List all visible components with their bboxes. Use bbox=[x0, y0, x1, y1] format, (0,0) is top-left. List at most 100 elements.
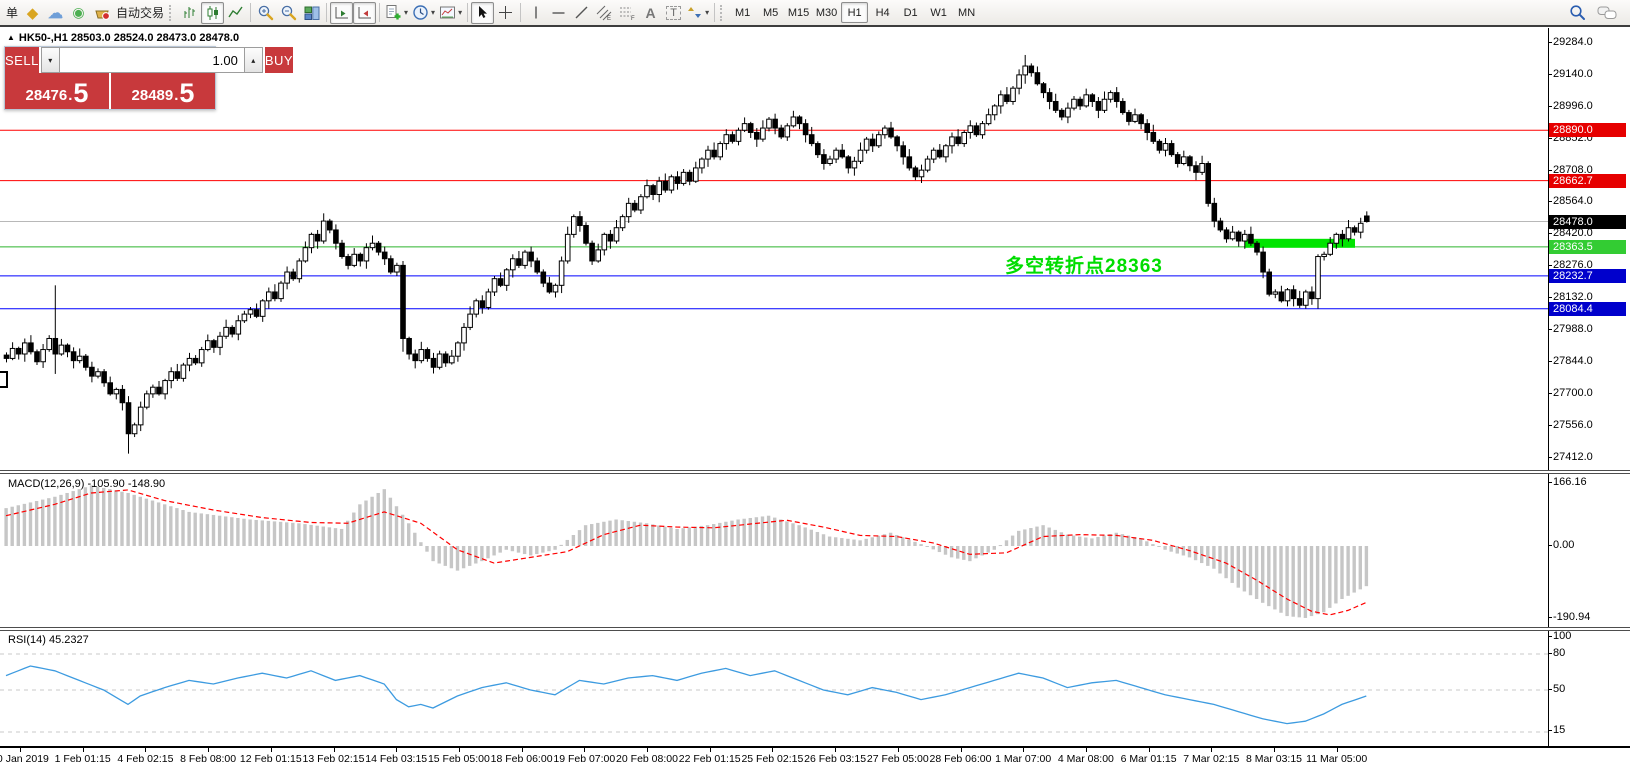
macd-axis-label: 166.16 bbox=[1548, 476, 1587, 488]
volume-increase-button[interactable]: ▴ bbox=[243, 47, 263, 73]
timeframe-group: M1 M5 M15 M30 H1 H4 D1 W1 MN bbox=[729, 2, 980, 23]
period-button[interactable]: ▾ bbox=[410, 2, 437, 24]
price-tick-label: 28564.0 bbox=[1548, 195, 1593, 208]
pane-splitter-macd[interactable] bbox=[0, 470, 1630, 474]
time-axis-label: 1 Mar 07:00 bbox=[995, 753, 1052, 765]
candlestick-mode-button[interactable] bbox=[201, 1, 225, 24]
toolbar-right-tools bbox=[1566, 2, 1627, 24]
time-axis-tick bbox=[333, 748, 335, 752]
price-tick-label: 27412.0 bbox=[1548, 450, 1593, 463]
channel-tool-button[interactable]: E bbox=[593, 2, 616, 24]
timeframe-button-d1[interactable]: D1 bbox=[903, 6, 918, 19]
vertical-line-tool-button[interactable] bbox=[524, 2, 547, 24]
volume-input[interactable] bbox=[59, 47, 244, 73]
main-toolbar: 单 ◆ ☁ ◉ 自动交易 bbox=[0, 0, 1630, 27]
fibo-sub-label: F bbox=[631, 16, 635, 21]
price-tick-label: 27844.0 bbox=[1548, 354, 1593, 367]
time-axis-label: 28 Feb 06:00 bbox=[929, 753, 992, 765]
chart-shift-button[interactable] bbox=[353, 1, 377, 24]
rsi-axis-label: 100 bbox=[1547, 630, 1572, 642]
market-watch-icon[interactable]: ☁ bbox=[48, 4, 64, 22]
pane-splitter-rsi[interactable] bbox=[0, 627, 1630, 631]
price-axis-border bbox=[1548, 28, 1549, 747]
collapse-triangle-icon[interactable]: ▲ bbox=[7, 33, 15, 42]
time-axis-tick bbox=[1274, 748, 1275, 752]
sell-price-main: 28476 bbox=[25, 87, 68, 104]
buy-button[interactable]: BUY bbox=[262, 47, 294, 73]
main-chart-canvas[interactable] bbox=[0, 28, 1548, 470]
text-label-tool-button[interactable]: T bbox=[662, 2, 685, 24]
time-axis-label: 12 Feb 01:15 bbox=[239, 753, 302, 765]
zoom-in-button[interactable] bbox=[254, 2, 277, 24]
time-axis-label: 8 Feb 08:00 bbox=[180, 753, 237, 765]
zoom-out-button[interactable] bbox=[277, 2, 300, 24]
price-tick-label: 28420.0 bbox=[1548, 227, 1593, 240]
line-chart-mode-button[interactable] bbox=[224, 2, 247, 24]
trendline-icon bbox=[575, 6, 588, 19]
time-axis-label: 27 Feb 05:00 bbox=[866, 753, 929, 765]
bar-chart-mode-button[interactable] bbox=[178, 2, 201, 24]
rsi-pane-canvas[interactable] bbox=[0, 631, 1548, 746]
time-axis-label: 13 Feb 02:15 bbox=[302, 753, 365, 765]
sell-button[interactable]: SELL bbox=[5, 47, 41, 73]
time-axis-tick bbox=[1148, 748, 1150, 752]
chart-window-icon[interactable]: ◆ bbox=[26, 4, 39, 22]
timeframe-button-m1[interactable]: M1 bbox=[734, 6, 751, 19]
time-axis-label: 14 Feb 03:15 bbox=[365, 753, 428, 765]
tile-windows-button[interactable] bbox=[300, 2, 323, 24]
fibonacci-tool-button[interactable]: F bbox=[616, 2, 639, 24]
price-level-badge: 28232.7 bbox=[1549, 268, 1626, 283]
timeframe-button-mn[interactable]: MN bbox=[958, 6, 976, 19]
new-order-label[interactable]: 单 bbox=[6, 6, 19, 20]
buy-price-button[interactable]: 28489. 5 bbox=[111, 73, 215, 109]
template-button[interactable]: ▾ bbox=[437, 2, 464, 24]
toolbar-separator bbox=[467, 3, 469, 22]
trendline-tool-button[interactable] bbox=[570, 2, 593, 24]
crosshair-tool-button[interactable] bbox=[494, 2, 517, 24]
macd-pane-canvas[interactable] bbox=[0, 474, 1548, 627]
price-tick-label: 27988.0 bbox=[1548, 323, 1593, 336]
autotrading-icon[interactable] bbox=[90, 2, 113, 24]
channel-sub-label: E bbox=[607, 16, 611, 21]
time-axis-label: 15 Feb 05:00 bbox=[427, 753, 490, 765]
time-axis-label: 25 Feb 02:15 bbox=[741, 753, 804, 765]
cursor-tool-button[interactable] bbox=[471, 1, 495, 24]
timeframe-button-h1[interactable]: H1 bbox=[841, 2, 869, 23]
price-level-badge: 28363.5 bbox=[1549, 239, 1626, 254]
chat-button[interactable] bbox=[1595, 2, 1619, 24]
signal-icon[interactable]: ◉ bbox=[72, 4, 85, 20]
timeframe-button-m5[interactable]: M5 bbox=[762, 6, 779, 19]
search-button[interactable] bbox=[1566, 2, 1589, 24]
text-tool-button[interactable]: A bbox=[645, 4, 656, 21]
time-axis-tick bbox=[145, 748, 147, 752]
arrows-tool-button[interactable]: ▾ bbox=[685, 2, 711, 24]
timeframe-button-h4[interactable]: H4 bbox=[875, 6, 890, 19]
price-tick-label: 28276.0 bbox=[1548, 259, 1593, 272]
candlestick-icon bbox=[207, 5, 218, 20]
time-axis-tick bbox=[647, 748, 648, 752]
horizontal-line-tool-button[interactable] bbox=[547, 2, 570, 24]
timeframe-button-m30[interactable]: M30 bbox=[815, 6, 838, 19]
basket-icon bbox=[94, 10, 110, 20]
sell-price-button[interactable]: 28476. 5 bbox=[5, 73, 111, 109]
dropdown-caret-icon: ▾ bbox=[705, 8, 710, 17]
dropdown-caret-icon: ▾ bbox=[431, 8, 436, 17]
arrows-icon bbox=[688, 7, 702, 18]
time-axis-label: 1 Feb 01:15 bbox=[54, 753, 111, 765]
vertical-line-icon bbox=[534, 6, 537, 19]
volume-stepper: ▾ ▴ bbox=[40, 47, 263, 73]
add-indicator-button[interactable]: ▾ bbox=[383, 2, 410, 24]
toolbar-grip bbox=[720, 4, 725, 21]
rsi-label: RSI(14) 45.2327 bbox=[8, 634, 89, 646]
time-axis-tick bbox=[584, 748, 586, 752]
price-tick-label: 27700.0 bbox=[1548, 386, 1593, 399]
add-indicator-icon bbox=[386, 5, 401, 20]
autotrading-label[interactable]: 自动交易 bbox=[116, 6, 165, 20]
autoscroll-button[interactable] bbox=[330, 1, 354, 24]
price-tick-label: 28996.0 bbox=[1548, 99, 1593, 112]
volume-decrease-button[interactable]: ▾ bbox=[40, 47, 60, 73]
chart-title: ▲ HK50-,H1 28503.0 28524.0 28473.0 28478.… bbox=[7, 32, 239, 44]
timeframe-button-m15[interactable]: M15 bbox=[787, 6, 810, 19]
rsi-axis-label: 15 bbox=[1547, 724, 1566, 736]
timeframe-button-w1[interactable]: W1 bbox=[930, 6, 947, 19]
